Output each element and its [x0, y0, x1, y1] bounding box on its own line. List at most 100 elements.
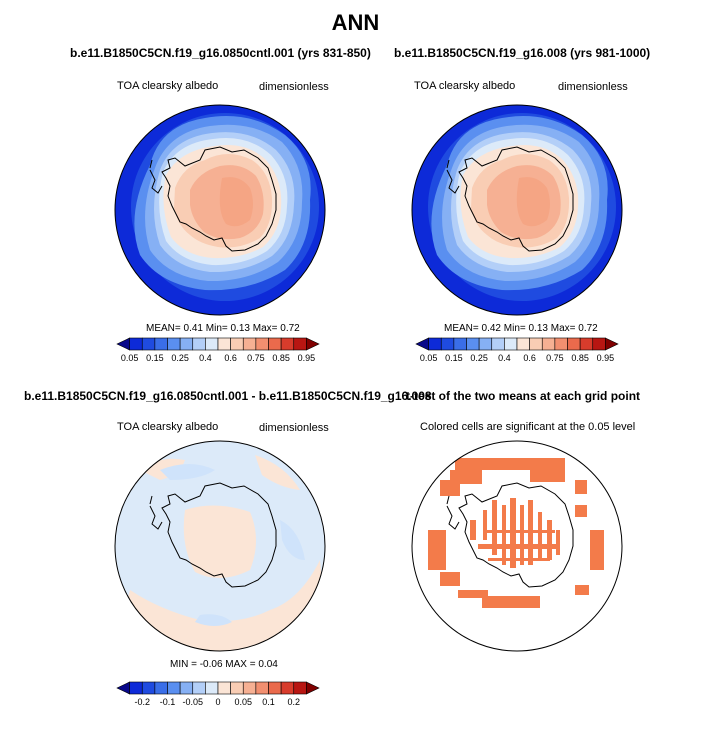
colorbar-tick-label: -0.2: [134, 697, 150, 707]
positive-difference-patch: [183, 505, 256, 579]
ice-sheet-interior: [516, 177, 550, 227]
colorbar-swatch: [428, 337, 442, 351]
min-value: 0.13: [230, 323, 250, 334]
negative-difference-patch: [160, 464, 215, 480]
panel-2-variable-label: TOA clearsky albedo: [414, 80, 516, 92]
colorbar-swatch: [579, 337, 594, 351]
colorbar-high-end: [306, 681, 320, 695]
coastline: [149, 495, 163, 530]
colorbar-swatch: [179, 681, 194, 695]
colorbar-swatch: [217, 681, 231, 695]
min-value: 0.13: [528, 323, 548, 334]
colorbar-tick-label: 0.75: [546, 353, 564, 363]
coastline: [446, 159, 460, 194]
colorbar-swatch: [293, 681, 307, 695]
colorbar-tick-label: 0.1: [262, 697, 275, 707]
colorbar-tick-label: 0.95: [597, 353, 615, 363]
colorbar-tick-label: 0.05: [121, 353, 139, 363]
colorbar-swatch: [154, 337, 168, 351]
panel-2-colorbar: 0.05 0.15 0.25 0.4 0.6 0.75 0.85 0.95: [415, 337, 619, 363]
colorbar-swatch: [167, 681, 181, 695]
colorbar-swatch: [129, 681, 143, 695]
panel-2-map-border: [411, 104, 623, 316]
panel-4-significance-label: Colored cells are significant at the 0.0…: [420, 421, 636, 433]
coastline: [446, 495, 460, 530]
coastline: [161, 482, 277, 588]
colorbar-swatch: [293, 337, 307, 351]
panel-4-title: t-test of the two means at each grid poi…: [406, 389, 641, 403]
colorbar-swatch: [516, 337, 530, 351]
colorbar-low-end: [116, 681, 130, 695]
colorbar-swatch: [242, 337, 257, 351]
colorbar-swatch: [192, 681, 206, 695]
colorbar-swatch: [268, 337, 282, 351]
panel-3-stats: MIN = -0.06 MAX = 0.04: [170, 659, 278, 670]
colorbar-tick-label: 0.6: [224, 353, 237, 363]
panel-2-title: b.e11.B1850C5CN.f19_g16.008 (yrs 981-100…: [394, 46, 651, 60]
colorbar-tick-label: 0.05: [420, 353, 438, 363]
panel-1-units-label: dimensionless: [259, 81, 329, 93]
colorbar-swatch: [554, 337, 568, 351]
coastline: [458, 146, 574, 252]
colorbar-swatch: [167, 337, 181, 351]
colorbar-tick-label: 0.25: [470, 353, 488, 363]
colorbar-tick-label: -0.05: [182, 697, 203, 707]
colorbar-swatch: [141, 337, 156, 351]
colorbar-swatch: [255, 337, 269, 351]
figure-title: ANN: [331, 10, 380, 35]
mean-label: MEAN=: [146, 323, 181, 334]
colorbar-swatch: [440, 337, 455, 351]
max-value: 0.72: [578, 323, 598, 334]
panel-1-stats: MEAN= 0.41 Min= 0.13 Max= 0.72: [146, 323, 300, 334]
colorbar-swatch: [242, 681, 257, 695]
colorbar-tick-label: 0.75: [247, 353, 265, 363]
panel-2-map: [412, 105, 622, 315]
panel-3-map: [115, 441, 325, 651]
negative-difference-patch: [195, 614, 232, 626]
panel-3-map-border: [114, 440, 326, 652]
colorbar-swatch: [541, 337, 556, 351]
colorbar-tick-label: 0.05: [234, 697, 252, 707]
max-label: Max=: [550, 323, 576, 334]
panel-3-variable-label: TOA clearsky albedo: [117, 421, 219, 433]
colorbar-swatch: [217, 337, 231, 351]
max-label: Max=: [252, 323, 278, 334]
colorbar-tick-label: 0.85: [571, 353, 589, 363]
colorbar-low-end: [116, 337, 130, 351]
colorbar-low-end: [415, 337, 429, 351]
colorbar-high-end: [306, 337, 320, 351]
colorbar-tick-label: 0.4: [199, 353, 212, 363]
colorbar-swatch: [129, 337, 143, 351]
colorbar-tick-label: 0.85: [272, 353, 290, 363]
ice-sheet-interior: [219, 177, 253, 227]
colorbar-swatch: [504, 337, 518, 351]
max-value: 0.72: [280, 323, 300, 334]
colorbar-swatch: [280, 681, 295, 695]
coastline: [149, 159, 163, 194]
colorbar-swatch: [268, 681, 282, 695]
panel-3-colorbar: -0.2 -0.1 -0.05 0 0.05 0.1 0.2: [116, 681, 320, 707]
colorbar-swatch: [478, 337, 493, 351]
min-label: Min=: [205, 323, 228, 334]
min-label: Min=: [503, 323, 526, 334]
panel-2-units-label: dimensionless: [558, 81, 628, 93]
panel-1-variable-label: TOA clearsky albedo: [117, 80, 219, 92]
negative-difference-patch: [280, 520, 305, 560]
colorbar-swatch: [529, 337, 543, 351]
colorbar-tick-label: 0.6: [523, 353, 536, 363]
colorbar-tick-label: 0.95: [298, 353, 316, 363]
panel-1-map-border: [114, 104, 326, 316]
colorbar-tick-label: 0.15: [445, 353, 463, 363]
colorbar-swatch: [230, 681, 244, 695]
colorbar-tick-label: 0.15: [146, 353, 164, 363]
colorbar-swatch: [453, 337, 467, 351]
mean-label: MEAN=: [444, 323, 479, 334]
colorbar-swatch: [280, 337, 295, 351]
coastline: [458, 482, 574, 588]
panel-4-map-border: [411, 440, 623, 652]
coastline: [161, 146, 277, 252]
significant-cells: [428, 458, 604, 608]
panel-3-title: b.e11.B1850C5CN.f19_g16.0850cntl.001 - b…: [24, 389, 432, 403]
colorbar-swatch: [230, 337, 244, 351]
